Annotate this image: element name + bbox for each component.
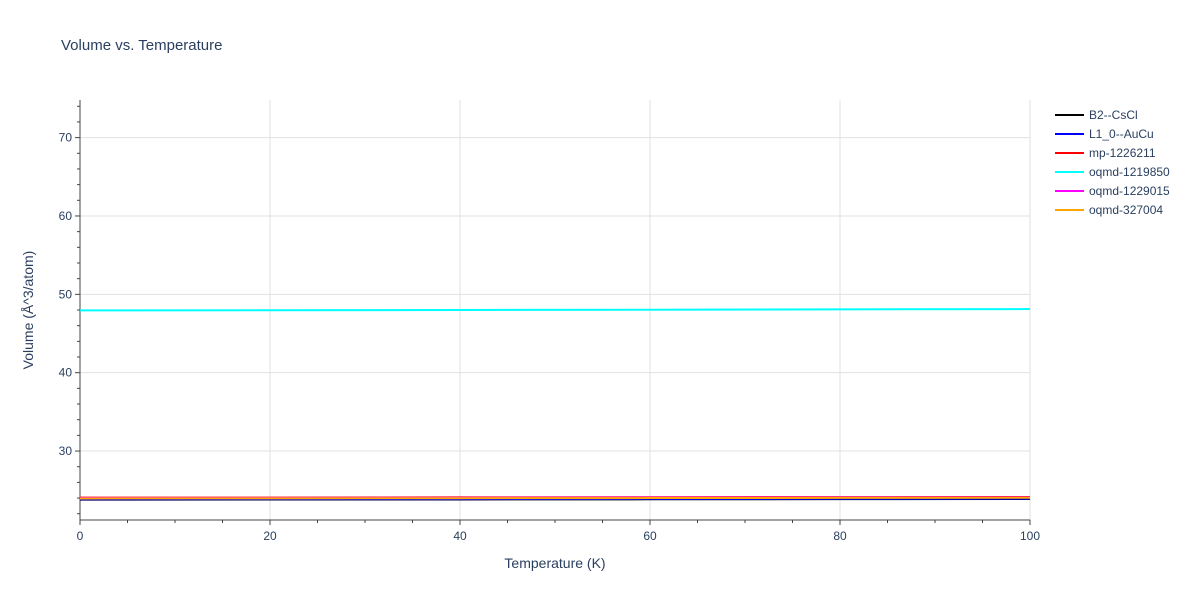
legend-label: B2--CsCl xyxy=(1089,108,1138,122)
y-tick-label: 70 xyxy=(59,131,73,145)
y-tick-label: 40 xyxy=(59,366,73,380)
legend-item-l1-0-aucu[interactable]: L1_0--AuCu xyxy=(1055,127,1154,141)
x-axis-title: Temperature (K) xyxy=(504,555,605,571)
series-line-oqmd-1219850 xyxy=(79,308,1031,312)
x-tick-label: 100 xyxy=(1020,529,1040,543)
axis-layer: 0 20 40 60 80 100 30 40 50 60 70 xyxy=(59,100,1040,543)
x-tick-label: 60 xyxy=(643,529,657,543)
x-tick-label: 40 xyxy=(453,529,467,543)
legend-item-oqmd-1219850[interactable]: oqmd-1219850 xyxy=(1055,165,1170,179)
legend-item-oqmd-327004[interactable]: oqmd-327004 xyxy=(1055,203,1163,217)
legend[interactable]: B2--CsCl L1_0--AuCu mp-1226211 oqmd-1219850… xyxy=(1055,108,1170,217)
series-layer xyxy=(79,308,1031,501)
y-tick-label: 60 xyxy=(59,209,73,223)
legend-item-mp-1226211[interactable]: mp-1226211 xyxy=(1055,146,1156,160)
legend-item-b2-cscl[interactable]: B2--CsCl xyxy=(1055,108,1138,122)
chart-title: Volume vs. Temperature xyxy=(61,37,222,54)
legend-label: mp-1226211 xyxy=(1089,146,1156,160)
y-tick-label: 50 xyxy=(59,287,73,301)
legend-label: oqmd-1219850 xyxy=(1089,165,1170,179)
x-tick-label: 0 xyxy=(77,529,84,543)
x-tick-label: 80 xyxy=(833,529,847,543)
y-axis-title: Volume (Å^3/atom) xyxy=(20,251,36,370)
x-tick-label: 20 xyxy=(263,529,277,543)
legend-label: oqmd-1229015 xyxy=(1089,184,1170,198)
legend-label: oqmd-327004 xyxy=(1089,203,1163,217)
legend-item-oqmd-1229015[interactable]: oqmd-1229015 xyxy=(1055,184,1170,198)
series-line-oqmd-327004 xyxy=(79,496,1031,500)
legend-label: L1_0--AuCu xyxy=(1089,127,1154,141)
y-tick-label: 30 xyxy=(59,444,73,458)
